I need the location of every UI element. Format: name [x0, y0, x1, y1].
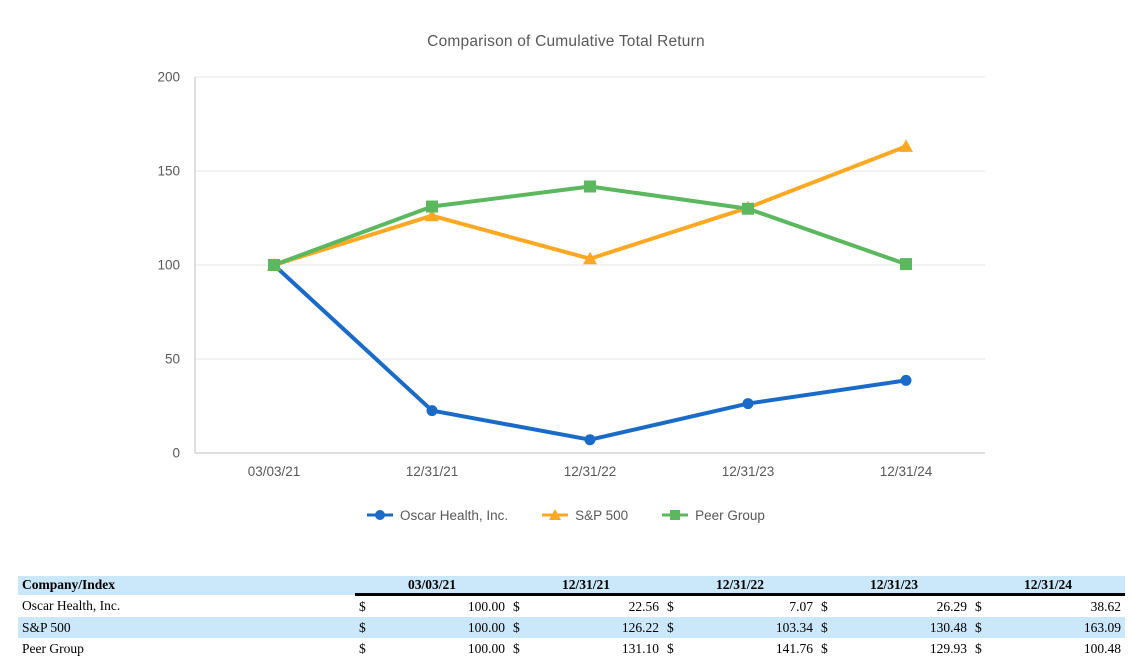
table-cell-value: $131.10 — [509, 638, 663, 659]
table-cell-value: $126.22 — [509, 617, 663, 638]
currency-symbol: $ — [821, 598, 828, 614]
returns-table: Company/Index 03/03/21 12/31/21 12/31/22 12/… — [18, 576, 1125, 659]
table-row: Peer Group $100.00 $131.10 $141.76 $129.93 $1… — [18, 638, 1125, 659]
legend-label: Peer Group — [695, 507, 765, 523]
table-header-date: 12/31/22 — [663, 576, 817, 596]
cell-amount: 26.29 — [936, 598, 967, 614]
table-cell-value: $130.48 — [817, 617, 971, 638]
currency-symbol: $ — [513, 598, 520, 614]
cell-amount: 100.00 — [467, 619, 505, 635]
data-point-square — [742, 202, 754, 215]
table-cell-value: $163.09 — [971, 617, 1125, 638]
table-cell-value: $141.76 — [663, 638, 817, 659]
series-line — [272, 263, 908, 442]
line-chart-canvas: 0 50 100 150 200 03/03/21 12/31/21 12/31/22 12/3… — [157, 70, 985, 479]
currency-symbol: $ — [667, 598, 674, 614]
table-cell-value: $100.48 — [971, 638, 1125, 659]
table-row: Oscar Health, Inc. $100.00 $22.56 $7.07 $26.… — [18, 595, 1125, 618]
data-point-triangle — [899, 139, 913, 152]
currency-symbol: $ — [667, 619, 674, 635]
currency-symbol: $ — [821, 640, 828, 656]
cell-amount: 130.48 — [929, 619, 967, 635]
table-header: Company/Index 03/03/21 12/31/21 12/31/22 12/… — [18, 576, 1125, 596]
table-cell-value: $129.93 — [817, 638, 971, 659]
table-cell-value: $38.62 — [971, 595, 1125, 618]
currency-symbol: $ — [359, 640, 366, 656]
x-axis-tick-label: 03/03/21 — [248, 464, 301, 479]
y-axis-tick-label: 0 — [172, 446, 180, 461]
cell-amount: 141.76 — [775, 640, 813, 656]
chart-title: Comparison of Cumulative Total Return — [427, 33, 705, 50]
legend-item-peer-group: Peer Group — [662, 507, 765, 523]
data-point-square — [900, 258, 912, 271]
table-cell-value: $22.56 — [509, 595, 663, 618]
legend-item-s-p-500: S&P 500 — [542, 507, 628, 523]
cell-amount: 7.07 — [789, 598, 813, 614]
cumulative-return-chart: 0 50 100 150 200 03/03/21 12/31/21 12/31/22 12/3… — [0, 33, 1132, 528]
table-header-date: 12/31/24 — [971, 576, 1125, 596]
legend-label: S&P 500 — [575, 507, 629, 523]
table-cell-value: $103.34 — [663, 617, 817, 638]
table-cell-value: $100.00 — [355, 638, 509, 659]
table-header-date: 12/31/23 — [817, 576, 971, 596]
data-point-square — [426, 200, 438, 213]
cell-amount: 129.93 — [929, 640, 967, 656]
currency-symbol: $ — [821, 619, 828, 635]
x-axis-tick-label: 12/31/22 — [564, 464, 617, 479]
currency-symbol: $ — [975, 598, 982, 614]
currency-symbol: $ — [513, 619, 520, 635]
cell-amount: 163.09 — [1083, 619, 1121, 635]
y-axis-tick-label: 100 — [157, 258, 180, 273]
y-axis-tick-label: 150 — [157, 164, 180, 179]
table-cell-value: $26.29 — [817, 595, 971, 618]
data-point-triangle — [425, 208, 439, 222]
chart-legend: Oscar Health, Inc. S&P 500 Peer Group — [0, 502, 1132, 528]
table-header-date: 12/31/21 — [509, 576, 663, 596]
cell-amount: 100.00 — [467, 598, 505, 614]
cell-amount: 100.00 — [467, 640, 505, 656]
table-cell-value: $7.07 — [663, 595, 817, 618]
cell-amount: 22.56 — [628, 598, 659, 614]
table-header-company-index: Company/Index — [18, 576, 355, 595]
data-point-circle — [742, 398, 754, 410]
x-axis-tick-label: 12/31/23 — [722, 464, 775, 479]
table-header-date: 03/03/21 — [355, 576, 509, 596]
legend-item-oscar-health-inc: Oscar Health, Inc. — [367, 507, 508, 523]
table-cell-value: $100.00 — [355, 617, 509, 638]
currency-symbol: $ — [975, 619, 982, 635]
table-row: S&P 500 $100.00 $126.22 $103.34 $130.48 $163.… — [18, 617, 1125, 638]
currency-symbol: $ — [359, 619, 366, 635]
series-line — [272, 144, 908, 267]
cell-amount: 126.22 — [621, 619, 659, 635]
data-point-circle — [900, 374, 912, 386]
cell-amount: 38.62 — [1090, 598, 1121, 614]
data-point-circle — [426, 405, 438, 417]
legend-label: Oscar Health, Inc. — [400, 507, 509, 523]
table-header-row: Company/Index 03/03/21 12/31/21 12/31/22 12/… — [18, 576, 1125, 596]
square-marker-icon — [662, 510, 689, 520]
circle-marker-icon — [367, 510, 394, 520]
y-axis-tick-label: 50 — [165, 352, 180, 367]
cell-amount: 100.48 — [1083, 640, 1121, 656]
cell-amount: 131.10 — [621, 640, 659, 656]
data-point-square — [268, 259, 280, 271]
currency-symbol: $ — [667, 640, 674, 656]
y-axis-tick-label: 200 — [157, 70, 180, 85]
table-cell-value: $100.00 — [355, 595, 509, 618]
data-point-square — [584, 180, 596, 193]
table-body: Oscar Health, Inc. $100.00 $22.56 $7.07 $26.… — [18, 595, 1125, 660]
triangle-marker-icon — [542, 509, 569, 520]
currency-symbol: $ — [359, 598, 366, 614]
cell-amount: 103.34 — [775, 619, 813, 635]
table-cell-company: Peer Group — [22, 640, 84, 656]
currency-symbol: $ — [513, 640, 520, 656]
table-cell-company: Oscar Health, Inc. — [22, 597, 121, 613]
x-axis-tick-label: 12/31/24 — [880, 464, 933, 479]
table-cell-company: S&P 500 — [22, 619, 71, 635]
data-point-triangle — [583, 251, 597, 265]
currency-symbol: $ — [975, 640, 982, 656]
data-point-circle — [584, 434, 596, 446]
x-axis-tick-label: 12/31/21 — [406, 464, 459, 479]
